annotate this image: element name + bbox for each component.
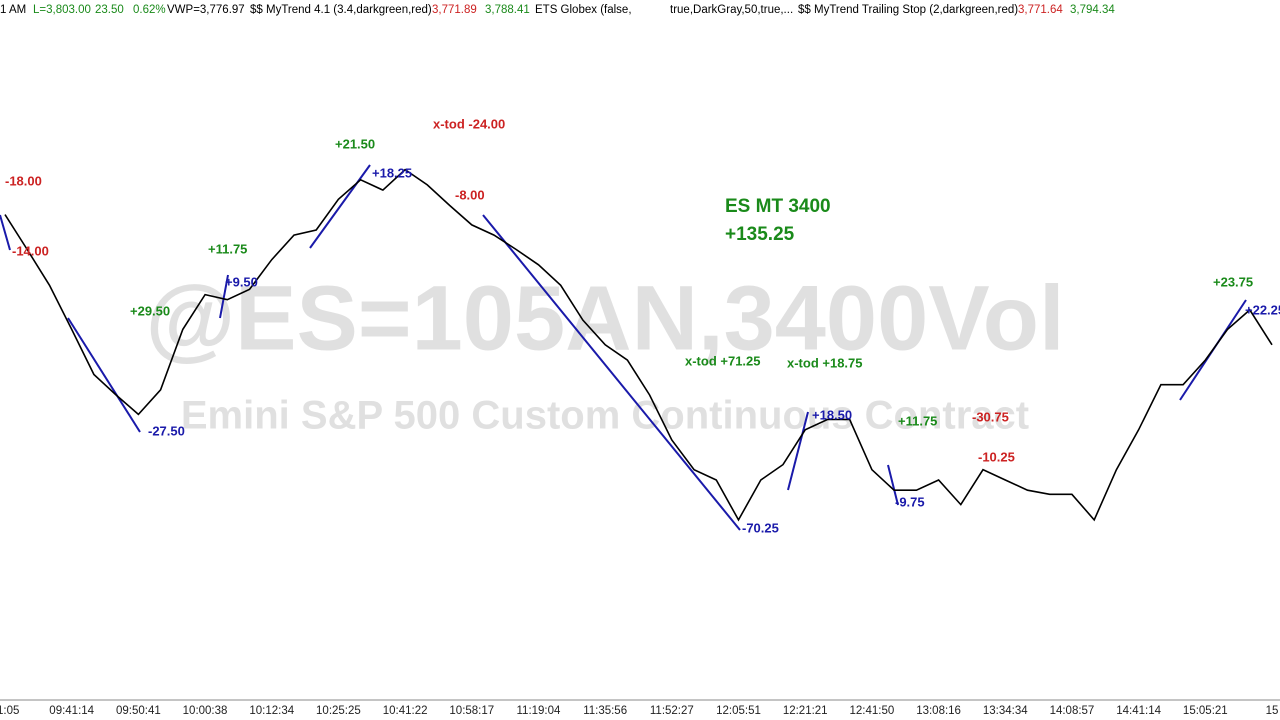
header-item: true,DarkGray,50,true,... bbox=[670, 4, 793, 16]
header-item: 23.50 bbox=[95, 4, 124, 16]
annotation: +23.75 bbox=[1213, 274, 1253, 289]
header-item: 1 AM bbox=[0, 4, 26, 16]
swing-line bbox=[0, 214, 11, 251]
header-item: 3,788.41 bbox=[485, 4, 530, 16]
annotation: +22.25 bbox=[1245, 302, 1280, 317]
header-item: $$ MyTrend Trailing Stop (2,darkgreen,re… bbox=[798, 4, 1018, 16]
x-tick-label: 10:58:17 bbox=[449, 705, 494, 717]
annotation: +18.50 bbox=[812, 407, 852, 422]
x-tick-label: 14:08:57 bbox=[1050, 705, 1095, 717]
x-tick-label: 09:41:14 bbox=[49, 705, 94, 717]
watermark-symbol: @ES=105AN,3400Vol bbox=[145, 267, 1064, 369]
annotation: -30.75 bbox=[972, 409, 1009, 424]
swing-line bbox=[787, 411, 809, 491]
x-tick-label: 10:00:38 bbox=[183, 705, 228, 717]
x-tick-label: 15 bbox=[1266, 705, 1279, 717]
x-tick-label: 10:41:22 bbox=[383, 705, 428, 717]
x-tick-label: 13:08:16 bbox=[916, 705, 961, 717]
annotation: +18.25 bbox=[372, 165, 412, 180]
swing-line bbox=[219, 274, 229, 319]
x-tick-label: 15:05:21 bbox=[1183, 705, 1228, 717]
x-tick-label: 12:05:51 bbox=[716, 705, 761, 717]
annotation: -70.25 bbox=[742, 520, 779, 535]
annotation: x-tod -24.00 bbox=[433, 116, 505, 131]
x-tick-label: 09:50:41 bbox=[116, 705, 161, 717]
annotation: -10.25 bbox=[978, 449, 1015, 464]
annotation: +29.50 bbox=[130, 303, 170, 318]
header-item: 3,771.64 bbox=[1018, 4, 1063, 16]
header-item: VWP=3,776.97 bbox=[167, 4, 245, 16]
watermark-instrument: Emini S&P 500 Custom Continuous Contract bbox=[181, 394, 1029, 438]
price-line bbox=[4, 168, 1273, 522]
x-tick-label: 31:05 bbox=[0, 705, 19, 717]
annotation: x-tod +18.75 bbox=[787, 355, 863, 370]
annotation: +21.50 bbox=[335, 136, 375, 151]
x-tick-label: 11:35:56 bbox=[583, 705, 627, 717]
header-item: ETS Globex (false, bbox=[535, 4, 632, 16]
annotation: x-tod +71.25 bbox=[685, 353, 761, 368]
x-tick-label: 11:52:27 bbox=[650, 705, 694, 717]
annotation: +11.75 bbox=[208, 241, 247, 256]
swing-line bbox=[482, 214, 741, 531]
x-tick-label: 12:41:50 bbox=[850, 705, 895, 717]
summary-total: +135.25 bbox=[725, 224, 795, 245]
annotation: -8.00 bbox=[455, 187, 485, 202]
annotation: -18.00 bbox=[5, 173, 42, 188]
header-item: L=3,803.00 bbox=[33, 4, 91, 16]
swing-line bbox=[67, 317, 141, 433]
summary-title: ES MT 3400 bbox=[725, 196, 831, 217]
x-tick-label: 10:12:34 bbox=[249, 705, 294, 717]
annotation: -27.50 bbox=[148, 423, 185, 438]
x-tick-label: 11:19:04 bbox=[517, 705, 562, 717]
annotation: -9.75 bbox=[895, 494, 925, 509]
header-item: 3,794.34 bbox=[1070, 4, 1115, 16]
swing-line bbox=[887, 464, 899, 506]
annotation: +9.50 bbox=[225, 274, 258, 289]
swing-line bbox=[309, 164, 371, 249]
swing-lines bbox=[0, 164, 1247, 531]
header-item: 0.62% bbox=[133, 4, 166, 16]
x-tick-label: 12:21:21 bbox=[783, 705, 828, 717]
annotation: -14.00 bbox=[12, 243, 49, 258]
x-tick-label: 14:41:14 bbox=[1116, 705, 1161, 717]
header-item: 3,771.89 bbox=[432, 4, 477, 16]
x-tick-label: 10:25:25 bbox=[316, 705, 361, 717]
x-tick-label: 13:34:34 bbox=[983, 705, 1028, 717]
header-item: $$ MyTrend 4.1 (3.4,darkgreen,red) bbox=[250, 4, 432, 16]
annotation: +11.75 bbox=[898, 413, 937, 428]
